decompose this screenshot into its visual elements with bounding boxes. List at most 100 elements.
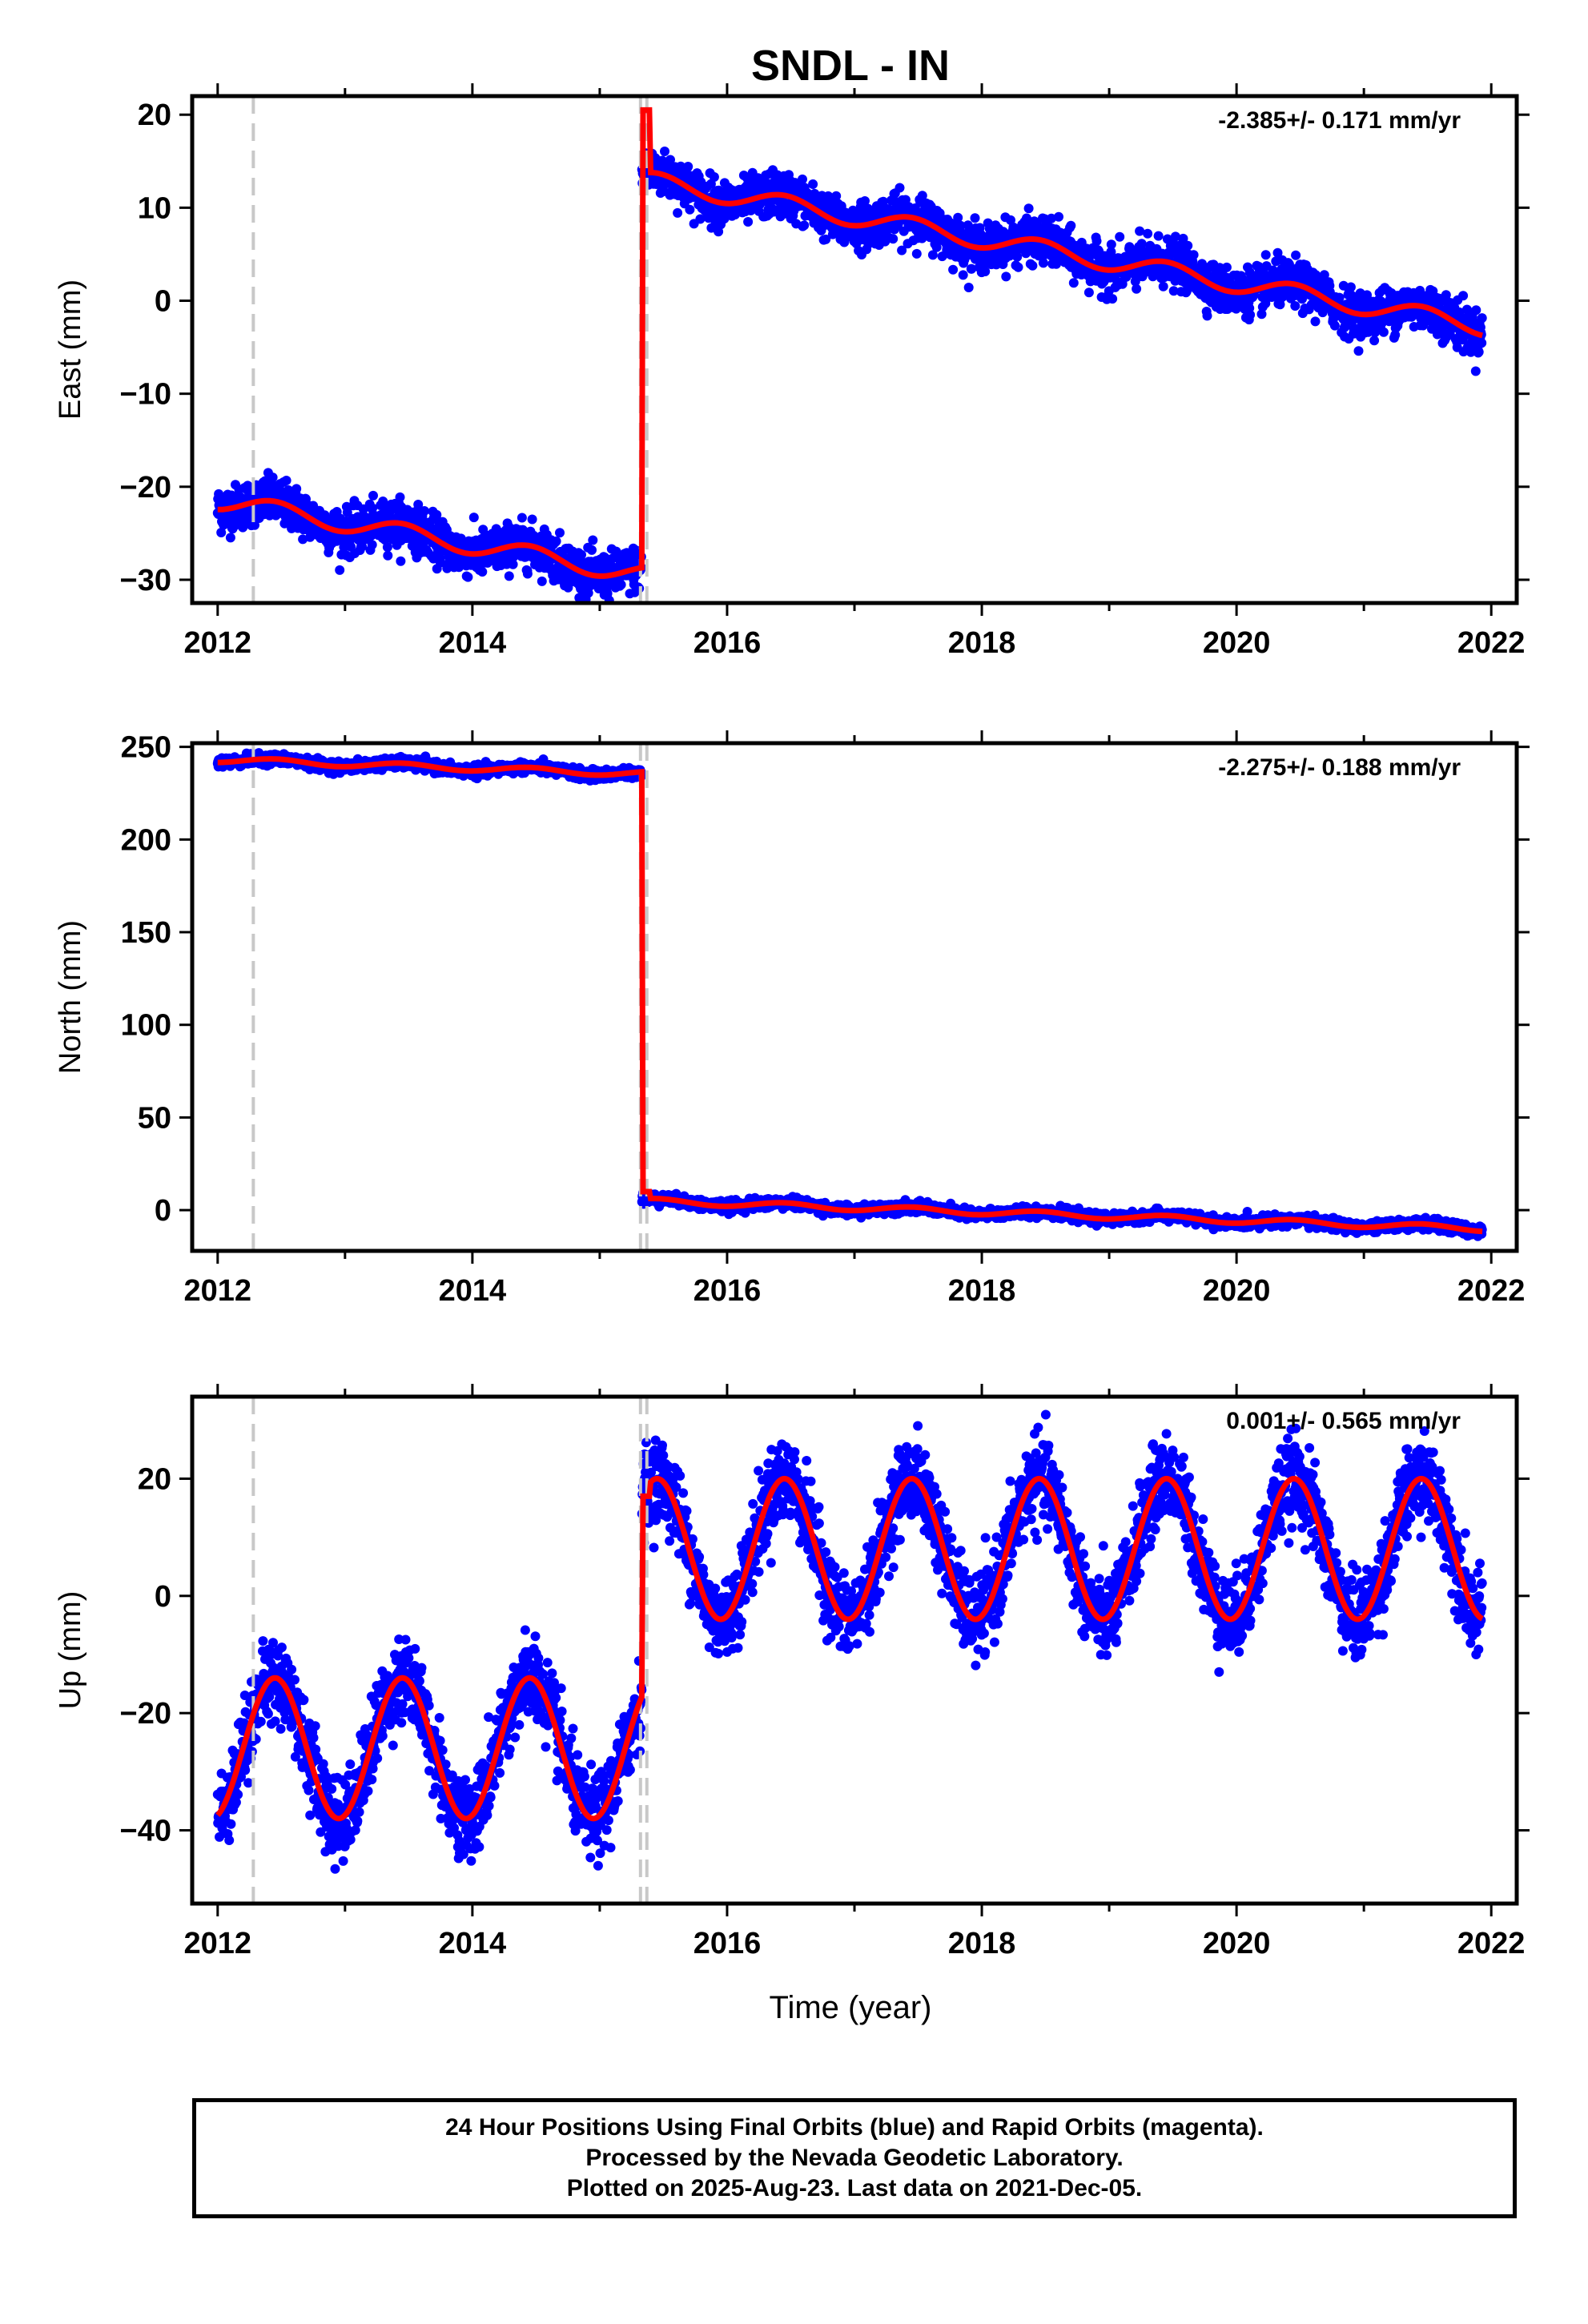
- data-point: [1260, 250, 1271, 260]
- data-point: [958, 270, 968, 280]
- data-point: [683, 162, 693, 171]
- x-tick-label: 2018: [948, 626, 1016, 660]
- data-point: [367, 540, 377, 550]
- data-point: [267, 472, 278, 483]
- data-point: [1106, 239, 1116, 250]
- data-point: [1170, 231, 1180, 242]
- data-point: [1158, 281, 1168, 292]
- data-point: [1345, 282, 1356, 292]
- data-point: [1091, 236, 1102, 246]
- data-point: [587, 545, 597, 555]
- data-point: [953, 212, 963, 223]
- data-point: [616, 580, 626, 590]
- x-tick-label: 2020: [1203, 626, 1271, 660]
- data-point: [1353, 346, 1364, 356]
- data-point: [1108, 294, 1118, 304]
- data-point: [260, 476, 270, 486]
- data-point: [395, 492, 405, 502]
- data-point: [517, 513, 527, 523]
- data-point: [583, 588, 593, 598]
- data-point: [335, 565, 345, 575]
- data-point: [281, 476, 291, 485]
- data-point: [468, 513, 479, 523]
- data-point: [1291, 250, 1301, 260]
- y-tick-label: 10: [138, 191, 171, 225]
- data-point: [1013, 262, 1023, 272]
- data-point: [342, 507, 352, 517]
- data-point: [250, 520, 259, 530]
- data-point: [1012, 251, 1023, 262]
- chart-title: SNDL - IN: [751, 42, 950, 90]
- data-point: [216, 528, 227, 537]
- data-point: [1022, 213, 1031, 223]
- data-point: [831, 191, 842, 201]
- velocity-label: -2.385+/- 0.171 mm/yr: [1218, 107, 1461, 134]
- data-point: [911, 248, 922, 259]
- data-point: [917, 191, 927, 201]
- data-point: [1310, 316, 1321, 327]
- data-point: [860, 196, 870, 206]
- data-point: [743, 217, 754, 227]
- data-point: [368, 490, 378, 501]
- data-point: [895, 183, 905, 193]
- data-point: [1083, 287, 1094, 298]
- data-point: [967, 263, 977, 274]
- data-point: [396, 556, 406, 566]
- data-point: [1068, 278, 1079, 288]
- data-point: [897, 245, 907, 255]
- data-point: [1188, 250, 1199, 260]
- data-point: [1471, 305, 1481, 316]
- data-point: [577, 612, 587, 621]
- x-tick-label: 2012: [184, 626, 252, 660]
- data-point: [1115, 231, 1125, 242]
- data-point: [225, 533, 235, 543]
- data-point: [963, 283, 974, 292]
- data-point: [1027, 260, 1038, 271]
- data-point: [808, 179, 818, 189]
- x-tick-label: 2016: [693, 626, 762, 660]
- daily-position-points: [212, 147, 1487, 621]
- data-point: [657, 155, 667, 166]
- panel-2: 2012 2014 2016 2018 2020 2022050100150200250N…: [54, 730, 1530, 1308]
- data-point: [1001, 271, 1011, 282]
- data-point: [463, 572, 473, 582]
- data-point: [660, 147, 669, 156]
- data-point: [1132, 283, 1142, 294]
- data-point: [970, 213, 980, 223]
- y-tick-label: −20: [120, 471, 171, 505]
- data-point: [527, 514, 537, 525]
- x-tick-label: 2022: [1457, 626, 1526, 660]
- data-point: [821, 234, 831, 244]
- data-point: [1290, 301, 1301, 311]
- data-point: [1023, 203, 1034, 214]
- data-point: [436, 557, 445, 568]
- data-point: [577, 549, 586, 560]
- data-point: [1378, 327, 1389, 337]
- data-point: [1178, 233, 1188, 243]
- data-point: [1168, 286, 1179, 296]
- data-point: [665, 155, 675, 165]
- data-point: [508, 559, 518, 569]
- y-tick-label: −30: [120, 564, 171, 597]
- data-point: [551, 536, 561, 546]
- x-tick-label: 2014: [439, 626, 507, 660]
- daily-position-points: [212, 748, 1487, 1241]
- y-axis-title: East (mm): [54, 279, 87, 420]
- data-point: [673, 207, 683, 218]
- data-point: [1477, 338, 1487, 348]
- y-tick-label: 20: [138, 99, 171, 132]
- data-point: [291, 484, 302, 494]
- data-point: [1054, 211, 1063, 222]
- data-point: [298, 534, 308, 545]
- data-point: [504, 571, 514, 581]
- data-point: [1458, 291, 1469, 301]
- data-point: [1136, 239, 1147, 249]
- data-point: [1221, 262, 1232, 272]
- data-point: [383, 550, 393, 561]
- data-point: [1183, 240, 1193, 251]
- data-point: [709, 172, 719, 182]
- data-point: [477, 567, 488, 577]
- y-tick-label: 0: [155, 285, 171, 319]
- data-point: [522, 569, 533, 579]
